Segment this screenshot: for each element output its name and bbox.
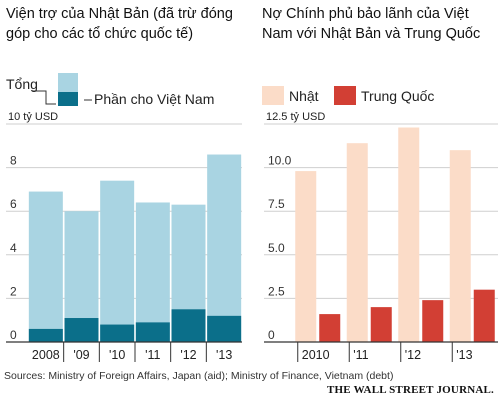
legend-label-japan: Nhật <box>289 88 319 104</box>
chart1-ytick-label: 2 <box>10 284 17 298</box>
chart1-ytick-label: 8 <box>10 154 17 168</box>
chart2-bar-japan <box>346 143 368 342</box>
chart1-xtick-label: '10 <box>109 348 125 362</box>
chart1-xtick-label: '12 <box>180 348 196 362</box>
chart1-bar-total <box>135 202 170 342</box>
chart1-bar-vietnam <box>100 324 135 342</box>
chart1-bar-vietnam <box>28 328 63 342</box>
chart1-bar-vietnam <box>207 315 242 342</box>
chart1-bar-total <box>28 191 63 342</box>
chart2-xtick-label: '13 <box>456 348 472 362</box>
chart2-title: Nợ Chính phủ bảo lãnh của Việt Nam với N… <box>262 6 481 42</box>
chart1-bar-vietnam <box>171 309 206 342</box>
chart2-ytick-label: 2.5 <box>268 284 285 298</box>
chart1-xtick-label: 2008 <box>32 348 60 362</box>
legend-swatch-vietnam <box>58 92 78 106</box>
legend-swatch-total <box>58 73 78 92</box>
chart1-bar-total <box>207 154 242 342</box>
chart2-ytick-label: 10.0 <box>268 154 292 168</box>
chart1-bar-total <box>100 180 135 342</box>
legend-label-vietnam: Phần cho Việt Nam <box>94 91 214 107</box>
chart1-xtick-label: '11 <box>145 348 160 362</box>
chart2-ytick-label: 5.0 <box>268 241 285 255</box>
chart2-xtick-label: '11 <box>353 348 368 362</box>
chart1-xtick-label: '09 <box>73 348 89 362</box>
chart2-bar-japan <box>398 127 420 342</box>
chart1-ytick-label: 6 <box>10 197 17 211</box>
chart1-xtick-label: '13 <box>216 348 232 362</box>
chart1-unit-label: 10 tỷ USD <box>8 111 58 123</box>
chart2-ytick-label: 7.5 <box>268 197 285 211</box>
legend-label-china: Trung Quốc <box>361 88 434 104</box>
chart1-title: Viện trợ của Nhật Bản (đã trừ đóng góp c… <box>6 6 233 42</box>
chart2-bar-china <box>473 289 495 342</box>
chart2-bar-japan <box>295 171 317 342</box>
chart2-bar-china <box>422 300 444 342</box>
chart2: Nhật Trung Quốc 12.5 tỷ USD 0 2.5 5.0 7.5 10.0 2… <box>262 86 498 362</box>
chart2-unit-label: 12.5 tỷ USD <box>266 111 325 123</box>
chart2-bar-japan <box>449 150 471 342</box>
chart1-bar-vietnam <box>64 318 99 342</box>
chart2-bar-china <box>319 314 341 342</box>
legend-label-total: Tổng <box>6 76 38 92</box>
legend-swatch-japan <box>262 86 284 105</box>
chart1-ytick-label: 4 <box>10 241 17 255</box>
legend-swatch-china <box>334 86 356 105</box>
chart2-xtick-label: '12 <box>405 348 421 362</box>
chart2-ytick-label: 0 <box>268 328 275 342</box>
chart1: Tổng Phần cho Việt Nam 10 tỷ USD 0 2 4 6 8 2008 '… <box>6 73 242 362</box>
chart2-bar-china <box>370 307 392 342</box>
chart1-bar-vietnam <box>135 322 170 342</box>
sources-note: Sources: Ministry of Foreign Affairs, Ja… <box>4 370 394 382</box>
wsj-logo: THE WALL STREET JOURNAL. <box>326 384 494 396</box>
chart1-ytick-label: 0 <box>10 328 17 342</box>
legend-leader-line <box>32 90 56 105</box>
chart2-xtick-label: 2010 <box>302 348 330 362</box>
